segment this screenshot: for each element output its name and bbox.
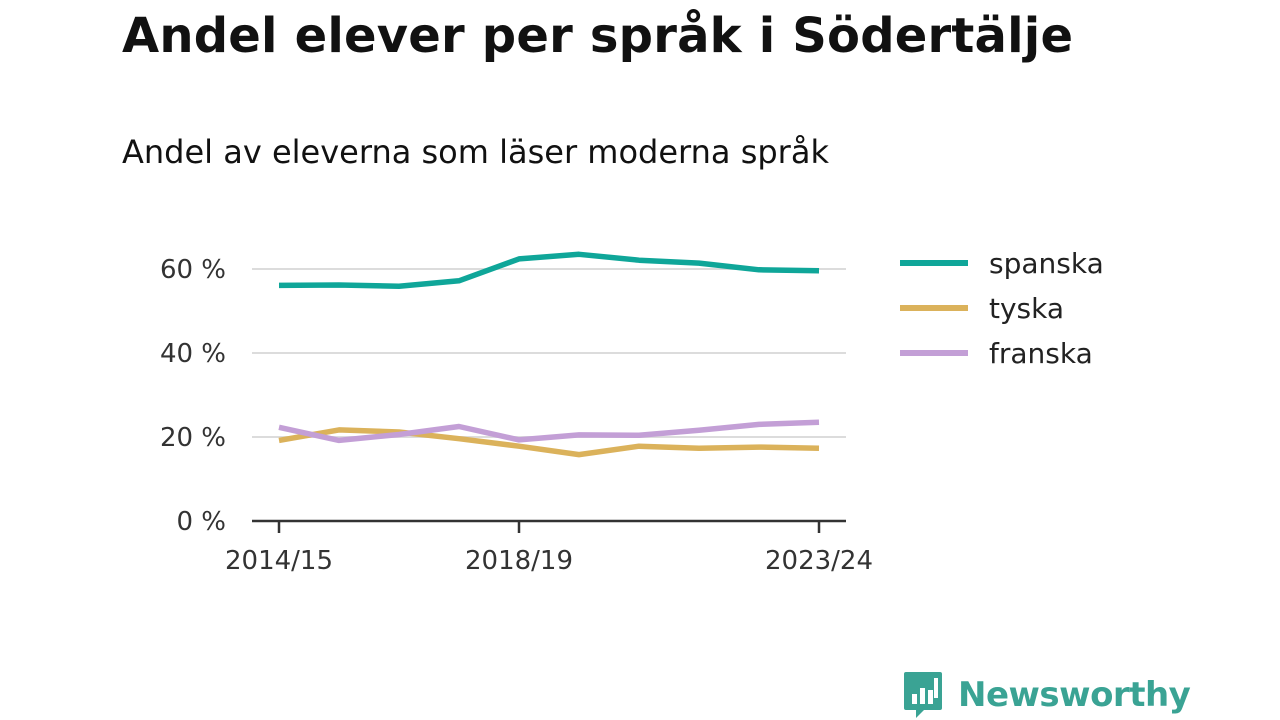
y-tick-label: 60 % <box>160 255 226 285</box>
x-tick-label: 2018/19 <box>465 546 573 576</box>
series-line-tyska <box>278 427 820 458</box>
legend-label-tyska: tyska <box>989 292 1064 325</box>
x-tick-label: 2023/24 <box>765 546 873 576</box>
chart-subtitle: Andel av eleverna som läser moderna språ… <box>122 133 829 171</box>
series-lines <box>278 251 820 458</box>
y-tick-label: 40 % <box>160 339 226 369</box>
page-title: Andel elever per språk i Södertälje <box>122 8 1074 64</box>
series-line-franska <box>278 419 820 444</box>
legend-label-franska: franska <box>989 337 1093 370</box>
x-axis <box>252 519 846 533</box>
grid-lines <box>252 268 846 438</box>
series-line-spanska <box>278 251 820 289</box>
newsworthy-logo-icon <box>904 672 942 718</box>
legend: spanska tyska franska <box>900 247 1104 370</box>
brand-name: Newsworthy <box>958 675 1191 715</box>
brand-logo: Newsworthy <box>902 670 1191 720</box>
legend-label-spanska: spanska <box>989 247 1104 280</box>
y-tick-label: 20 % <box>160 423 226 453</box>
x-tick-label: 2014/15 <box>225 546 333 576</box>
tick-labels: 0 % 20 % 40 % 60 % 2014/15 2018/19 2023/24 <box>160 255 873 576</box>
y-tick-label: 0 % <box>176 507 226 537</box>
